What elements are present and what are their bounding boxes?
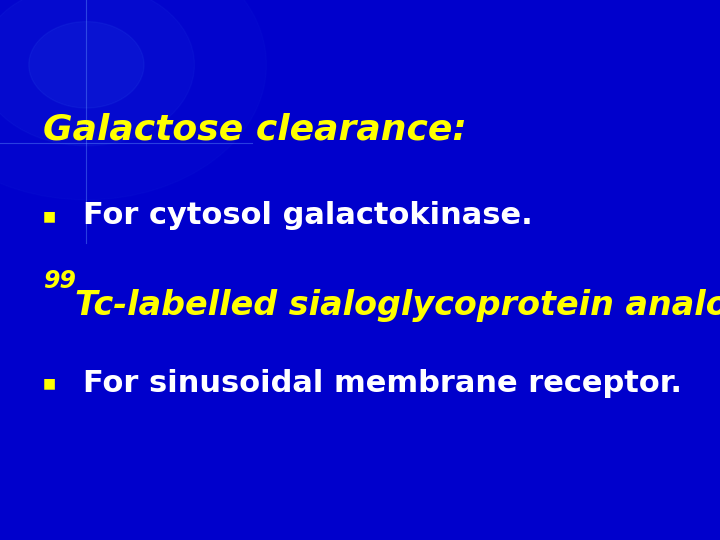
Circle shape bbox=[29, 22, 144, 108]
Text: For sinusoidal membrane receptor.: For sinusoidal membrane receptor. bbox=[83, 369, 682, 398]
Text: Galactose clearance:: Galactose clearance: bbox=[43, 113, 467, 146]
Text: ■: ■ bbox=[43, 376, 56, 390]
Circle shape bbox=[0, 0, 194, 146]
Text: ■: ■ bbox=[43, 209, 56, 223]
Text: For cytosol galactokinase.: For cytosol galactokinase. bbox=[83, 201, 533, 231]
Text: Tc-labelled sialoglycoprotein analogue.: Tc-labelled sialoglycoprotein analogue. bbox=[75, 288, 720, 322]
Text: 99: 99 bbox=[43, 269, 76, 293]
